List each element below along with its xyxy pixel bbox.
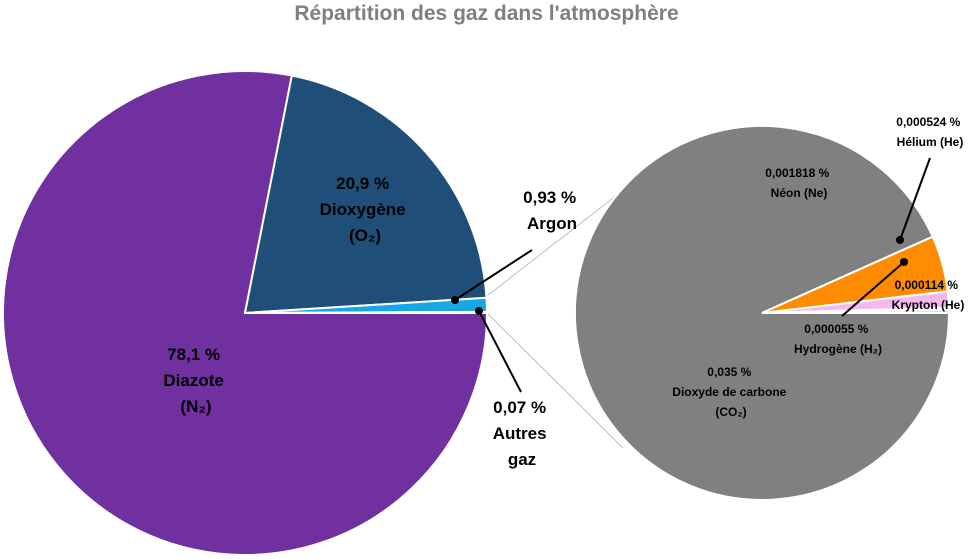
leader-argon bbox=[451, 249, 533, 304]
label-autres-gaz: 0,07 % Autres gaz bbox=[493, 398, 552, 469]
slice-autres-gaz bbox=[244, 310, 489, 314]
label-dioxygene: 20,9 % Dioxygène (O₂) bbox=[320, 174, 411, 245]
label-krypton: 0,000114 % Krypton (He) bbox=[892, 278, 965, 312]
label-diazote: 78,1 % Diazote (N₂) bbox=[163, 345, 228, 416]
label-hydrogene: 0,000055 % Hydrogène (H₂) bbox=[794, 322, 882, 356]
leader-autres-gaz bbox=[475, 307, 522, 393]
label-helium: 0,000524 % Hélium (He) bbox=[896, 115, 963, 149]
slice-dioxygene bbox=[243, 74, 488, 315]
connector-line-bottom bbox=[486, 312, 624, 449]
chart-title: Répartition des gaz dans l'atmosphère bbox=[294, 2, 679, 25]
label-dioxyde-de-carbone: 0,035 % Dioxyde de carbone (CO₂) bbox=[672, 365, 789, 419]
label-neon: 0,001818 % Néon (Ne) bbox=[765, 166, 832, 200]
leader-helium bbox=[896, 157, 931, 244]
leader-hydrogene bbox=[841, 258, 908, 317]
label-argon: 0,93 % Argon bbox=[523, 188, 581, 233]
slice-krypton bbox=[761, 308, 951, 314]
